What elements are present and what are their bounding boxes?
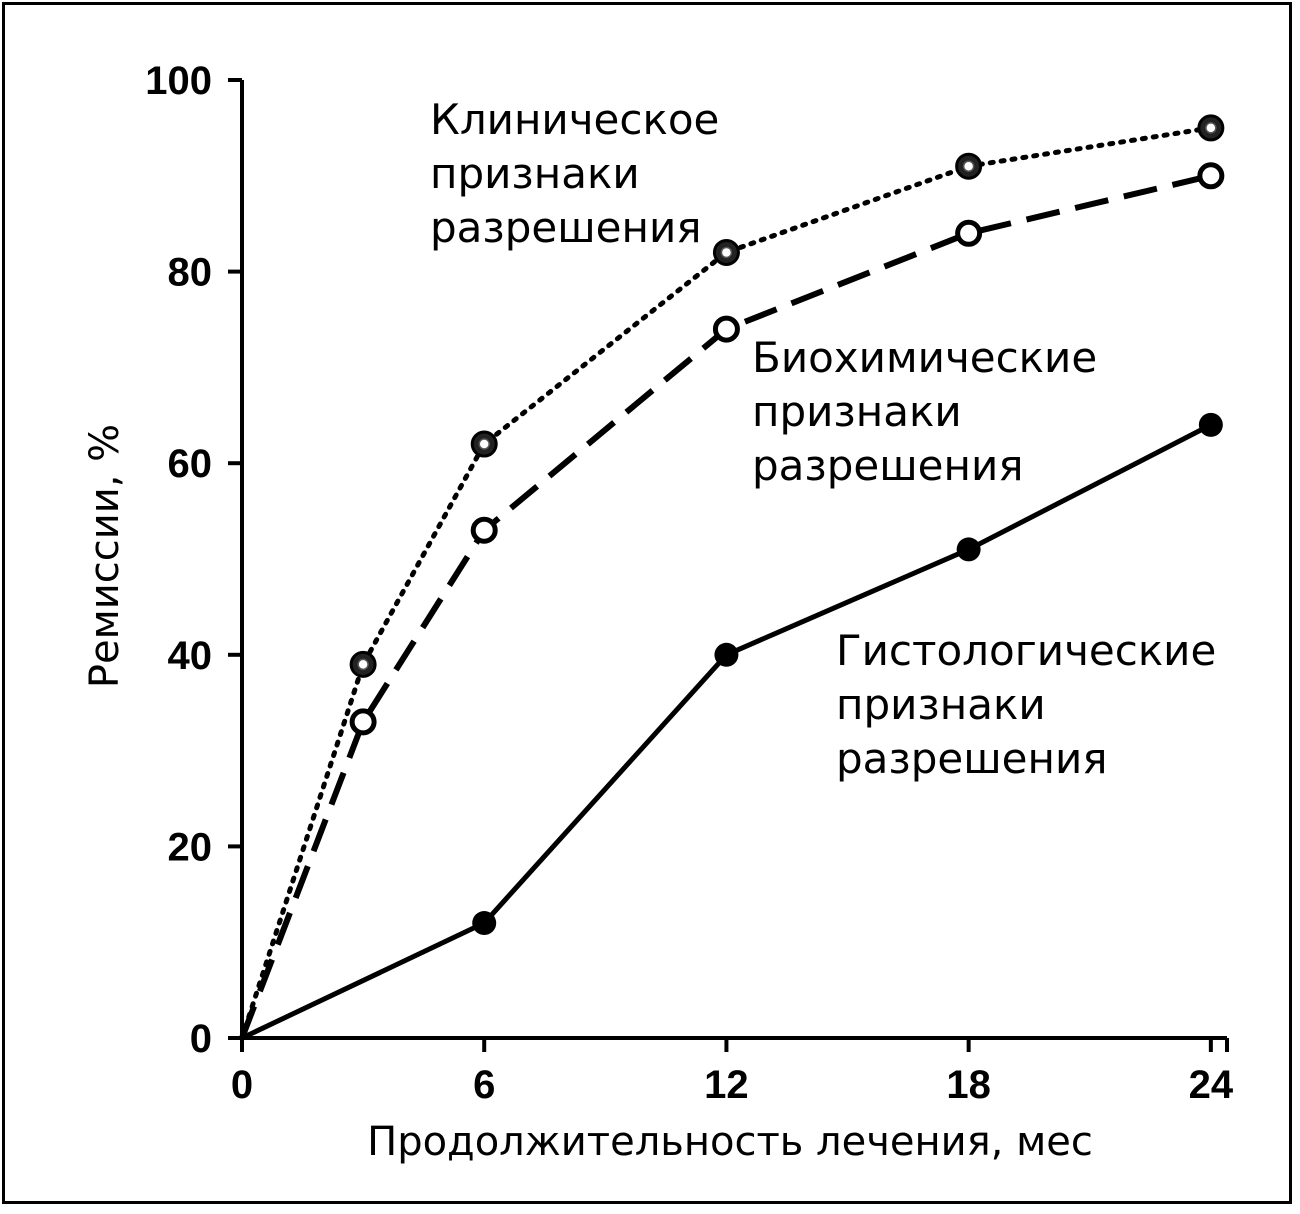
series-label-2: Биохимические признаки разрешения: [752, 333, 1097, 490]
series-2-point: [470, 516, 498, 544]
shaded-circle-center: [1205, 122, 1217, 134]
series-2-point: [712, 315, 740, 343]
y-tick-label-100: 100: [145, 59, 212, 103]
series-1-point: [470, 430, 498, 458]
series-label-1: Клиническое признаки разрешения: [430, 95, 719, 252]
series-label-line: разрешения: [836, 734, 1108, 783]
series-2-point: [1197, 162, 1225, 190]
shaded-circle-center: [357, 658, 369, 671]
open-circle-marker: [1197, 162, 1225, 190]
series-3-point: [956, 537, 981, 562]
shaded-circle-center: [720, 246, 733, 259]
series-2-point: [349, 708, 377, 736]
axes: 0 20 40 60 80 100 0 6 12 18 24: [145, 59, 1234, 1107]
x-tick-label-6: 6: [473, 1063, 495, 1107]
series-markers: [349, 114, 1225, 936]
filled-circle-marker: [472, 911, 497, 936]
x-axis-title: Продолжительность лечения, мес: [367, 1119, 1093, 1165]
series-label-line: признаки: [752, 387, 962, 436]
series-label-line: Гистологические: [836, 626, 1216, 675]
series-line-3: [239, 422, 1214, 1041]
shaded-circle-center: [478, 438, 490, 450]
series-1-point: [1197, 114, 1225, 142]
series-3-point: [714, 642, 739, 667]
series-1-point: [712, 238, 740, 266]
series-label-line: признаки: [836, 680, 1046, 729]
x-tick-label-12: 12: [704, 1063, 749, 1107]
series-label-line: разрешения: [752, 441, 1024, 490]
series-2-point: [955, 219, 983, 247]
x-tick-label-18: 18: [946, 1063, 991, 1107]
series-label-line: Клиническое: [430, 95, 719, 144]
series-label-3: Гистологические признаки разрешения: [836, 626, 1216, 783]
open-circle-marker: [955, 219, 983, 247]
y-tick-label-60: 60: [168, 442, 213, 486]
series-1-point: [349, 650, 377, 678]
y-axis-title: Ремиссии, %: [82, 424, 128, 688]
open-circle-marker: [470, 516, 498, 544]
y-tick-label-80: 80: [168, 251, 213, 295]
series-label-line: признаки: [430, 149, 640, 198]
filled-circle-marker: [1198, 412, 1223, 437]
filled-circle-marker: [956, 537, 981, 562]
open-circle-marker: [712, 315, 740, 343]
series-label-line: разрешения: [430, 203, 702, 252]
filled-circle-marker: [714, 642, 739, 667]
series-labels: Клиническое признаки разрешенияБиохимическ…: [430, 95, 1216, 783]
series-3-point: [1198, 412, 1223, 437]
series-line-2: [239, 172, 1212, 1040]
shaded-circle-center: [962, 160, 975, 172]
y-tick-label-20: 20: [168, 825, 213, 869]
series-label-line: Биохимические: [752, 333, 1097, 382]
series-1-point: [955, 152, 983, 180]
series-3-point: [472, 911, 497, 936]
open-circle-marker: [349, 708, 377, 736]
x-tick-label-0: 0: [231, 1063, 253, 1107]
y-tick-label-0: 0: [190, 1017, 212, 1061]
x-tick-label-24: 24: [1189, 1063, 1234, 1107]
y-tick-label-40: 40: [168, 634, 213, 678]
